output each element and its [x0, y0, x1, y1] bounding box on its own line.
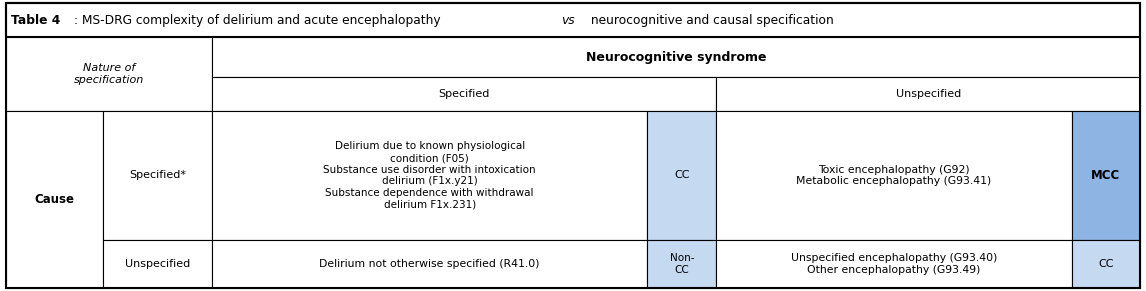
FancyBboxPatch shape: [647, 111, 716, 239]
FancyBboxPatch shape: [716, 77, 1140, 111]
Text: Non-
CC: Non- CC: [669, 253, 694, 275]
Text: Toxic encephalopathy (G92)
Metabolic encephalopathy (G93.41): Toxic encephalopathy (G92) Metabolic enc…: [796, 165, 991, 186]
Text: Unspecified encephalopathy (G93.40)
Other encephalopathy (G93.49): Unspecified encephalopathy (G93.40) Othe…: [791, 253, 997, 275]
Text: Specified*: Specified*: [129, 171, 186, 180]
Text: vs: vs: [562, 13, 575, 26]
Text: Neurocognitive syndrome: Neurocognitive syndrome: [586, 51, 767, 64]
Text: Table 4: Table 4: [11, 13, 61, 26]
FancyBboxPatch shape: [1072, 111, 1140, 239]
FancyBboxPatch shape: [103, 239, 212, 288]
Text: Nature of
specification: Nature of specification: [73, 63, 144, 85]
FancyBboxPatch shape: [6, 37, 212, 111]
FancyBboxPatch shape: [212, 37, 1140, 77]
Text: Delirium due to known physiological
condition (F05)
Substance use disorder with : Delirium due to known physiological cond…: [323, 141, 536, 210]
FancyBboxPatch shape: [6, 3, 1140, 37]
FancyBboxPatch shape: [647, 239, 716, 288]
Text: MCC: MCC: [1091, 169, 1121, 182]
Text: : MS-DRG complexity of delirium and acute encephalopathy: : MS-DRG complexity of delirium and acut…: [74, 13, 445, 26]
Text: Unspecified: Unspecified: [125, 259, 190, 269]
FancyBboxPatch shape: [716, 239, 1072, 288]
FancyBboxPatch shape: [1072, 239, 1140, 288]
FancyBboxPatch shape: [6, 111, 103, 288]
FancyBboxPatch shape: [716, 111, 1072, 239]
FancyBboxPatch shape: [212, 111, 647, 239]
Text: neurocognitive and causal specification: neurocognitive and causal specification: [587, 13, 833, 26]
Text: Cause: Cause: [34, 193, 74, 206]
FancyBboxPatch shape: [103, 111, 212, 239]
Text: Delirium not otherwise specified (R41.0): Delirium not otherwise specified (R41.0): [320, 259, 540, 269]
FancyBboxPatch shape: [212, 239, 647, 288]
Text: CC: CC: [674, 171, 690, 180]
FancyBboxPatch shape: [212, 77, 716, 111]
Text: Specified: Specified: [439, 89, 489, 99]
Text: Unspecified: Unspecified: [896, 89, 960, 99]
Text: CC: CC: [1098, 259, 1114, 269]
